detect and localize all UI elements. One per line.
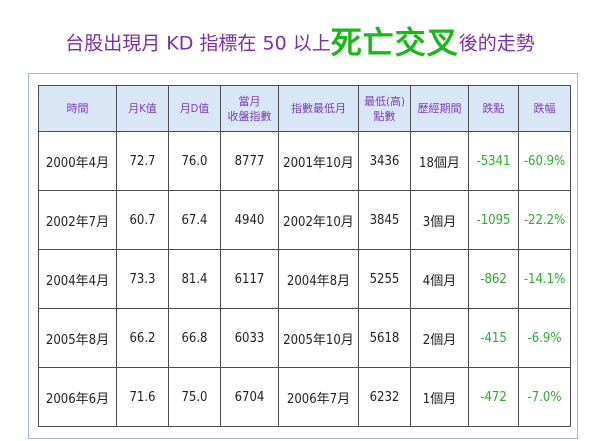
header-cell: 歷經期間	[410, 85, 469, 132]
header-cell: 指數最低月	[278, 85, 359, 132]
close-index-cell: 6117	[220, 249, 279, 309]
monthly-d-cell: 81.4	[168, 249, 221, 309]
date-cell: 2005年8月	[38, 308, 117, 368]
table-row: 2005年8月 66.2 66.8 6033 2005年10月 5618 2個月…	[38, 308, 571, 368]
low-points-cell: 3845	[358, 190, 411, 250]
drop-points-cell: -1095	[468, 190, 519, 250]
monthly-k-cell: 73.3	[116, 249, 169, 309]
drop-percent-cell: -6.9%	[518, 308, 571, 368]
header-cell: 最低(高) 點數	[358, 85, 411, 132]
monthly-k-cell: 66.2	[116, 308, 169, 368]
date-cell: 2000年4月	[38, 131, 117, 191]
low-points-cell: 3436	[358, 131, 411, 191]
monthly-k-cell: 72.7	[116, 131, 169, 191]
low-month-cell: 2001年10月	[278, 131, 359, 191]
table-row: 2000年4月 72.7 76.0 8777 2001年10月 3436 18個…	[38, 131, 571, 191]
page-title: 台股出現月 KD 指標在 50 以上死亡交叉後的走勢	[0, 20, 600, 66]
low-month-cell: 2006年7月	[278, 367, 359, 427]
low-month-cell: 2005年10月	[278, 308, 359, 368]
drop-percent-cell: -60.9%	[518, 131, 571, 191]
monthly-d-cell: 66.8	[168, 308, 221, 368]
close-index-cell: 6704	[220, 367, 279, 427]
table-header-row: 時間 月K值 月D值 當月 收盤指數 指數最低月 最低(高) 點數 歷經期間 跌點 …	[38, 85, 571, 132]
duration-cell: 4個月	[410, 249, 469, 309]
header-cell: 月D值	[168, 85, 221, 132]
duration-cell: 18個月	[410, 131, 469, 191]
header-cell: 月K值	[116, 85, 169, 132]
monthly-d-cell: 75.0	[168, 367, 221, 427]
monthly-k-cell: 71.6	[116, 367, 169, 427]
low-month-cell: 2002年10月	[278, 190, 359, 250]
duration-cell: 3個月	[410, 190, 469, 250]
low-points-cell: 5255	[358, 249, 411, 309]
duration-cell: 1個月	[410, 367, 469, 427]
drop-percent-cell: -22.2%	[518, 190, 571, 250]
date-cell: 2002年7月	[38, 190, 117, 250]
title-emphasis: 死亡交叉	[330, 25, 459, 62]
low-month-cell: 2004年8月	[278, 249, 359, 309]
drop-points-cell: -472	[468, 367, 519, 427]
table-row: 2006年6月 71.6 75.0 6704 2006年7月 6232 1個月 …	[38, 367, 571, 427]
drop-points-cell: -862	[468, 249, 519, 309]
monthly-d-cell: 67.4	[168, 190, 221, 250]
header-cell: 當月 收盤指數	[220, 85, 279, 132]
header-cell: 跌點	[468, 85, 519, 132]
table-row: 2004年4月 73.3 81.4 6117 2004年8月 5255 4個月 …	[38, 249, 571, 309]
header-cell: 跌幅	[518, 85, 571, 132]
low-points-cell: 6232	[358, 367, 411, 427]
low-points-cell: 5618	[358, 308, 411, 368]
title-prefix: 台股出現月 KD 指標在 50 以上	[65, 32, 331, 55]
title-suffix: 後的走勢	[458, 32, 535, 55]
drop-points-cell: -415	[468, 308, 519, 368]
drop-points-cell: -5341	[468, 131, 519, 191]
date-cell: 2006年6月	[38, 367, 117, 427]
date-cell: 2004年4月	[38, 249, 117, 309]
kd-death-cross-table: 時間 月K值 月D值 當月 收盤指數 指數最低月 最低(高) 點數 歷經期間 跌點 …	[38, 85, 571, 427]
monthly-d-cell: 76.0	[168, 131, 221, 191]
table-row: 2002年7月 60.7 67.4 4940 2002年10月 3845 3個月…	[38, 190, 571, 250]
monthly-k-cell: 60.7	[116, 190, 169, 250]
header-cell: 時間	[38, 85, 117, 132]
drop-percent-cell: -14.1%	[518, 249, 571, 309]
close-index-cell: 8777	[220, 131, 279, 191]
drop-percent-cell: -7.0%	[518, 367, 571, 427]
close-index-cell: 6033	[220, 308, 279, 368]
duration-cell: 2個月	[410, 308, 469, 368]
close-index-cell: 4940	[220, 190, 279, 250]
